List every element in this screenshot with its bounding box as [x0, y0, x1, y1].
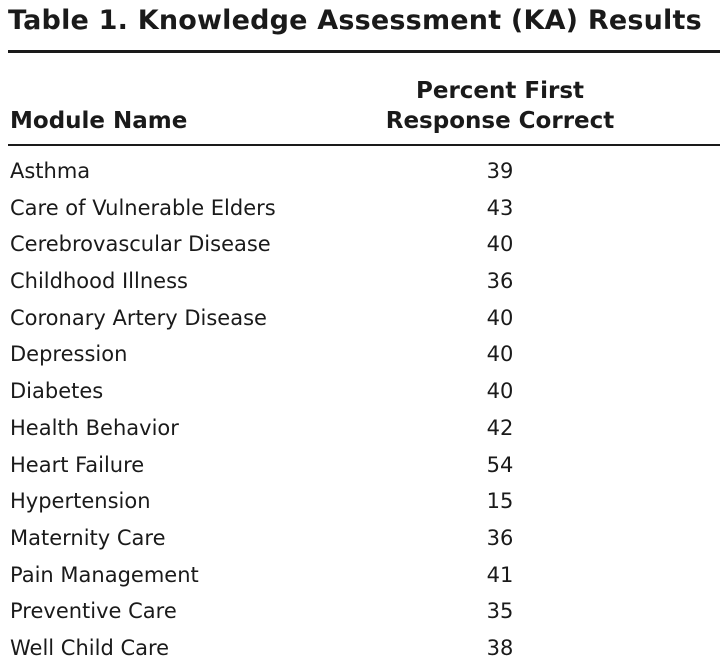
- module-name-cell: Well Child Care: [10, 635, 170, 660]
- header-rule: [8, 144, 720, 146]
- module-name-cell: Depression: [10, 342, 128, 367]
- column-header-percent: Percent First Response Correct: [380, 76, 620, 136]
- module-name-cell: Heart Failure: [10, 452, 145, 477]
- percent-cell: 36: [486, 525, 514, 550]
- module-name-cell: Maternity Care: [10, 525, 166, 550]
- table-row: Health Behavior 42: [0, 411, 728, 448]
- percent-cell: 40: [486, 305, 514, 330]
- percent-cell: 15: [486, 489, 514, 514]
- percent-cell: 36: [486, 269, 514, 294]
- percent-cell: 42: [486, 415, 514, 440]
- percent-cell: 39: [486, 159, 514, 183]
- table-row: Hypertension 15: [0, 484, 728, 521]
- table-row: Cerebrovascular Disease 40: [0, 227, 728, 264]
- column-header-percent-line2: Response Correct: [385, 108, 615, 134]
- percent-cell: 43: [486, 195, 514, 220]
- column-header-percent-line1: Percent First: [415, 78, 585, 104]
- percent-cell: 38: [486, 635, 514, 660]
- module-name-cell: Cerebrovascular Disease: [10, 232, 271, 257]
- module-name-cell: Care of Vulnerable Elders: [10, 195, 276, 220]
- percent-cell: 40: [486, 232, 514, 257]
- table-row: Care of Vulnerable Elders 43: [0, 191, 728, 228]
- table-body: Asthma 39 Care of Vulnerable Elders 43 C…: [0, 154, 728, 668]
- percent-cell: 54: [486, 452, 514, 477]
- module-name-cell: Preventive Care: [10, 599, 177, 624]
- module-name-cell: Childhood Illness: [10, 269, 188, 294]
- table-title: Table 1. Knowledge Assessment (KA) Resul…: [8, 5, 702, 36]
- table-row: Pain Management 41: [0, 558, 728, 595]
- table-row: Childhood Illness 36: [0, 264, 728, 301]
- percent-cell: 40: [486, 342, 514, 367]
- percent-cell: 35: [486, 599, 514, 624]
- table-row: Depression 40: [0, 337, 728, 374]
- table-row: Heart Failure 54: [0, 448, 728, 485]
- table-row: Diabetes 40: [0, 374, 728, 411]
- table-row: Coronary Artery Disease 40: [0, 301, 728, 338]
- module-name-cell: Coronary Artery Disease: [10, 305, 267, 330]
- module-name-cell: Hypertension: [10, 489, 151, 514]
- table-row: Well Child Care 38: [0, 631, 728, 668]
- module-name-cell: Health Behavior: [10, 415, 179, 440]
- module-name-cell: Asthma: [10, 159, 91, 183]
- column-header-module: Module Name: [10, 108, 188, 134]
- table-row: Asthma 39: [0, 154, 728, 191]
- table-row: Maternity Care 36: [0, 521, 728, 558]
- percent-cell: 41: [486, 562, 514, 587]
- module-name-cell: Pain Management: [10, 562, 199, 587]
- percent-cell: 40: [486, 379, 514, 404]
- top-rule: [8, 50, 720, 53]
- table-row: Preventive Care 35: [0, 594, 728, 631]
- module-name-cell: Diabetes: [10, 379, 104, 404]
